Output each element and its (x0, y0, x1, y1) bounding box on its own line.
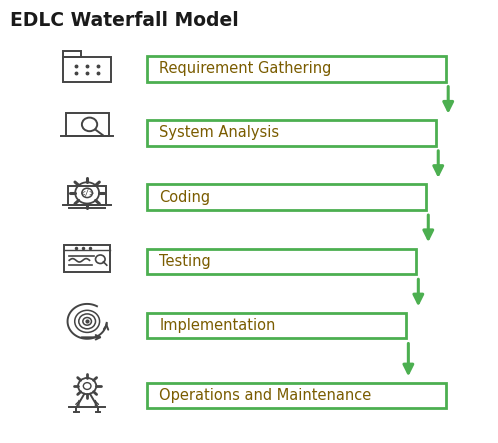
Text: System Analysis: System Analysis (159, 125, 279, 140)
Text: Testing: Testing (159, 254, 211, 269)
FancyBboxPatch shape (147, 383, 446, 408)
Text: EDLC Waterfall Model: EDLC Waterfall Model (10, 11, 239, 30)
FancyBboxPatch shape (147, 184, 426, 210)
Text: </>: </> (80, 188, 94, 198)
FancyBboxPatch shape (147, 56, 446, 82)
Text: Implementation: Implementation (159, 318, 276, 333)
Text: Operations and Maintenance: Operations and Maintenance (159, 388, 372, 403)
FancyBboxPatch shape (147, 249, 416, 274)
FancyBboxPatch shape (147, 313, 406, 338)
Text: Coding: Coding (159, 190, 211, 205)
FancyBboxPatch shape (147, 120, 436, 146)
Text: Requirement Gathering: Requirement Gathering (159, 61, 332, 76)
